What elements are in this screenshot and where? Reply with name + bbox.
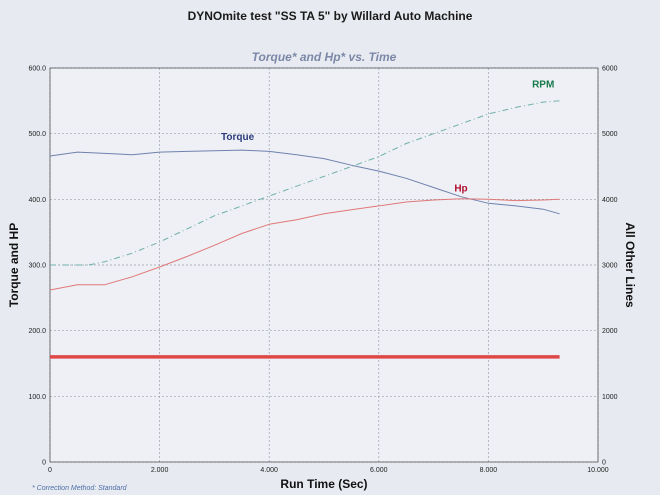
- x-axis-label: Run Time (Sec): [280, 477, 367, 491]
- y2-tick-label: 4000: [602, 197, 618, 204]
- y2-tick-label: 0: [602, 460, 606, 467]
- y-tick-label: 400.0: [28, 197, 46, 204]
- y2-tick-label: 3000: [602, 263, 618, 270]
- rpm-line: [50, 100, 560, 266]
- y-tick-label: 200.0: [28, 328, 46, 335]
- hp-series-label: Hp: [454, 183, 467, 194]
- page-title: DYNOmite test "SS TA 5" by Willard Auto …: [187, 9, 473, 23]
- x-tick-label: 0: [48, 467, 52, 474]
- x-tick-label: 4.000: [260, 467, 278, 474]
- rpm-series-label: RPM: [532, 80, 554, 91]
- y-tick-label: 600.0: [28, 66, 46, 73]
- hp-line: [49, 198, 560, 291]
- y2-axis-label: All Other Lines: [623, 222, 637, 308]
- correction-note: * Correction Method: Standard: [32, 485, 127, 492]
- y2-tick-label: 1000: [602, 394, 618, 401]
- y-tick-label: 300.0: [28, 263, 46, 270]
- x-tick-label: 2.000: [151, 467, 169, 474]
- x-tick-label: 10.000: [587, 467, 609, 474]
- chart-title: Torque* and Hp* vs. Time: [251, 50, 397, 64]
- y2-tick-label: 5000: [602, 131, 618, 138]
- y2-tick-label: 6000: [602, 66, 618, 73]
- x-tick-label: 6.000: [370, 467, 388, 474]
- y-tick-label: 0: [42, 460, 46, 467]
- y2-tick-label: 2000: [602, 328, 618, 335]
- x-tick-label: 8.000: [480, 467, 498, 474]
- y-tick-label: 100.0: [28, 394, 46, 401]
- y-axis-label: Torque and HP: [7, 223, 21, 307]
- torque-series-label: Torque: [221, 132, 255, 143]
- y-tick-label: 500.0: [28, 131, 46, 138]
- torque-line: [49, 149, 560, 215]
